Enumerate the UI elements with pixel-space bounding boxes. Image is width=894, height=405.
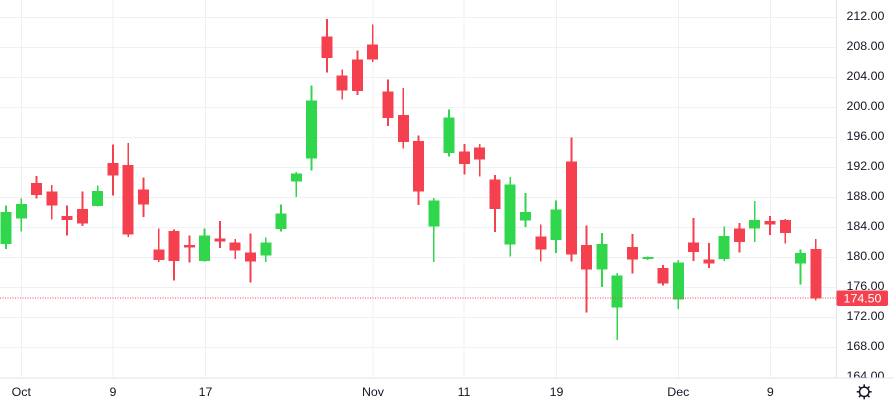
svg-text:Oct: Oct	[12, 385, 32, 399]
svg-text:19: 19	[550, 385, 564, 399]
svg-text:9: 9	[767, 385, 774, 399]
svg-text:180.00: 180.00	[847, 249, 885, 263]
svg-text:188.00: 188.00	[847, 189, 885, 203]
svg-text:11: 11	[458, 385, 471, 399]
svg-text:174.50: 174.50	[844, 292, 882, 306]
svg-text:212.00: 212.00	[847, 9, 885, 23]
svg-text:196.00: 196.00	[847, 129, 885, 143]
svg-text:Nov: Nov	[362, 385, 385, 399]
svg-text:176.00: 176.00	[847, 279, 885, 293]
svg-text:200.00: 200.00	[847, 99, 885, 113]
svg-text:168.00: 168.00	[847, 339, 885, 353]
svg-text:204.00: 204.00	[847, 69, 885, 83]
svg-text:Dec: Dec	[667, 385, 689, 399]
svg-text:208.00: 208.00	[847, 39, 885, 53]
svg-text:17: 17	[199, 385, 213, 399]
svg-text:9: 9	[110, 385, 117, 399]
svg-text:172.00: 172.00	[847, 309, 885, 323]
svg-text:192.00: 192.00	[847, 159, 885, 173]
svg-text:184.00: 184.00	[847, 219, 885, 233]
